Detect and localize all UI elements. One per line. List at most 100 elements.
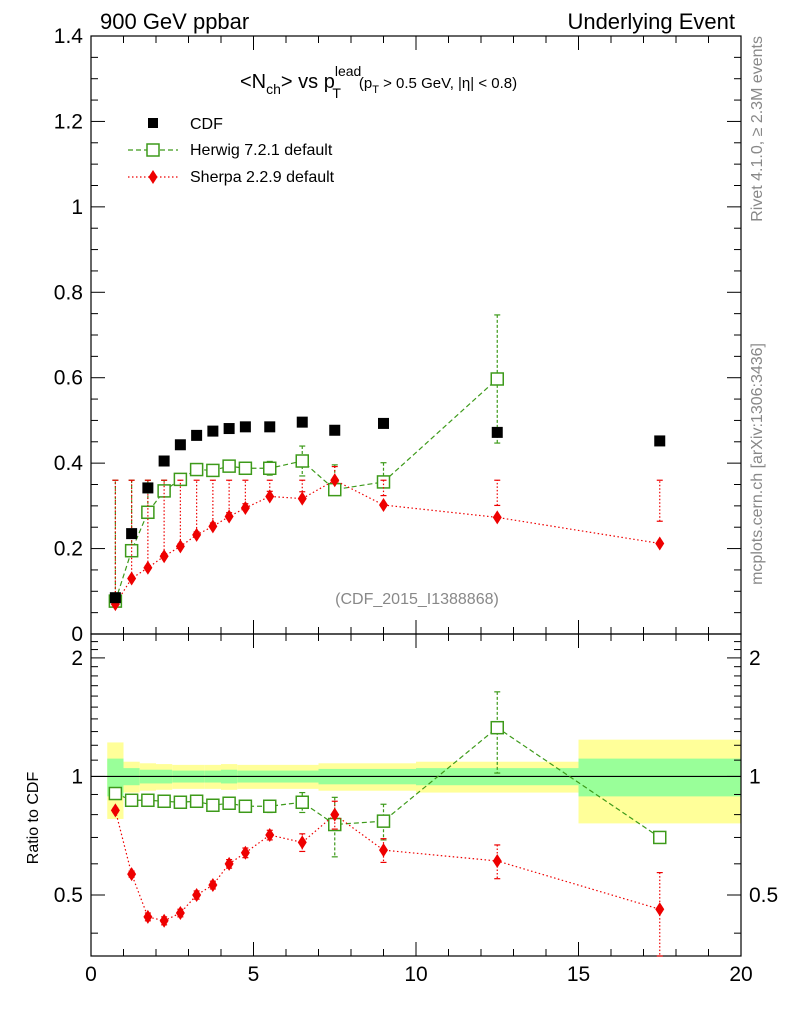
herwig-ratio-point — [238, 799, 253, 814]
herwig-ratio-point — [490, 720, 504, 735]
ratio-x-tick-label: 0 — [85, 963, 97, 986]
herwig-main-point — [173, 472, 188, 487]
herwig-main-point — [189, 462, 204, 477]
herwig-main-point — [295, 454, 309, 468]
ratio-band-inner — [578, 758, 741, 797]
ratio-x-tick-label: 20 — [729, 963, 752, 986]
cdf-point — [329, 424, 341, 436]
header-right: Underlying Event — [567, 9, 735, 34]
main-y-tick-label: 1.2 — [54, 110, 83, 133]
rivet-label: Rivet 4.1.0, ≥ 2.3M events — [749, 36, 766, 222]
sherpa-main-point — [297, 491, 307, 506]
cdf-point — [158, 455, 170, 467]
main-y-tick-label: 0.6 — [54, 367, 83, 390]
cdf-point — [264, 421, 276, 433]
herwig-ratio-point — [189, 794, 204, 809]
ratio-panel-axes: 0.5 0.51 12 20 5 10 15 20 — [54, 633, 778, 986]
sherpa-main-point — [655, 536, 665, 551]
cdf-point — [296, 416, 308, 428]
cdf-point — [654, 435, 666, 447]
herwig-main-line — [114, 378, 498, 602]
herwig-ratio-point — [124, 793, 139, 808]
sherpa-main-point — [330, 473, 340, 488]
ratio-x-tick-label: 15 — [567, 963, 590, 986]
sherpa-ratio-point — [224, 856, 234, 871]
sherpa-main-point — [208, 519, 218, 534]
mcplots-label: mcplots.cern.ch [arXiv:1306:3436] — [749, 343, 766, 585]
cdf-point — [191, 429, 203, 441]
title-sub-ch: ch — [266, 81, 281, 97]
sherpa-ratio-point — [208, 878, 218, 893]
sherpa-ratio-point — [265, 828, 275, 843]
sherpa-ratio-point — [175, 906, 185, 921]
herwig-ratio-point — [206, 798, 220, 813]
main-y-tick-label: 0.2 — [54, 538, 83, 561]
herwig-main-point — [490, 372, 504, 386]
sherpa-main-point — [492, 510, 502, 525]
sherpa-main-point — [265, 489, 275, 504]
ratio-x-tick-label: 5 — [248, 963, 260, 986]
title-middle: > vs p — [281, 71, 335, 93]
title-cut: (p — [359, 75, 372, 92]
herwig-ratio-point — [653, 830, 667, 845]
legend-cdf-marker — [148, 118, 158, 128]
sherpa-ratio-point — [240, 845, 250, 860]
ratio-ylabel: Ratio to CDF — [25, 772, 42, 865]
legend: CDF Herwig 7.2.1 default Sherpa 2.2.9 de… — [128, 116, 335, 186]
sherpa-main-point — [143, 560, 153, 575]
cdf-point — [223, 423, 235, 435]
sherpa-ratio-point — [143, 909, 153, 924]
herwig-ratio-point — [263, 799, 277, 814]
herwig-main-point — [238, 461, 253, 476]
sherpa-ratio-point — [297, 835, 307, 850]
herwig-ratio-point — [173, 795, 188, 809]
herwig-main-point — [222, 459, 236, 473]
cdf-point — [491, 426, 503, 438]
sherpa-main-point — [127, 571, 137, 586]
main-y-tick-label: 0.4 — [54, 452, 84, 475]
sherpa-main-point — [159, 549, 169, 564]
ratio-y-tick-label-right: 0.5 — [749, 884, 778, 907]
title-prefix: <N — [240, 71, 266, 93]
cdf-point — [378, 417, 389, 429]
sherpa-ratio-point — [192, 887, 202, 902]
herwig-ratio-point — [157, 794, 171, 809]
legend-herwig-label: Herwig 7.2.1 default — [190, 142, 333, 159]
main-y-tick-label: 0.8 — [54, 281, 83, 304]
herwig-ratio-point — [108, 786, 123, 801]
title-cut-rest: > 0.5 GeV, |η| < 0.8) — [379, 75, 517, 92]
herwig-ratio-point — [222, 796, 236, 810]
ratio-y-tick-label-right: 1 — [749, 765, 761, 788]
herwig-main-point — [206, 463, 220, 478]
sherpa-main-point — [192, 527, 202, 542]
ratio-x-tick-label: 10 — [404, 963, 427, 986]
ratio-panel-data — [108, 691, 667, 957]
cdf-point — [174, 439, 186, 451]
cdf-point — [239, 421, 251, 433]
main-panel-data — [108, 314, 666, 612]
sherpa-main-point — [224, 509, 234, 524]
title-sup-lead: lead — [335, 63, 361, 79]
main-y-tick-label: 0 — [71, 623, 83, 646]
ratio-y-tick-label-right: 2 — [749, 647, 761, 670]
cdf-point — [142, 482, 154, 494]
herwig-main-point — [376, 475, 391, 489]
title-sub-t: T — [332, 85, 341, 101]
sherpa-main-point — [175, 539, 185, 554]
herwig-ratio-point — [141, 793, 155, 808]
herwig-ratio-point — [295, 795, 309, 809]
legend-sherpa-label: Sherpa 2.2.9 default — [190, 169, 335, 186]
sherpa-ratio-point — [127, 867, 137, 882]
sherpa-ratio-point — [330, 807, 340, 822]
title-cut-sub: T — [372, 84, 379, 96]
sherpa-main-point — [240, 500, 250, 515]
sherpa-ratio-point — [110, 803, 120, 818]
sherpa-ratio-point — [655, 902, 665, 917]
main-y-tick-label: 1 — [71, 196, 83, 219]
cdf-point — [109, 592, 121, 604]
sherpa-ratio-point — [379, 843, 388, 858]
header-left: 900 GeV ppbar — [100, 9, 249, 34]
main-frame — [90, 35, 742, 635]
sherpa-main-point — [379, 498, 388, 513]
